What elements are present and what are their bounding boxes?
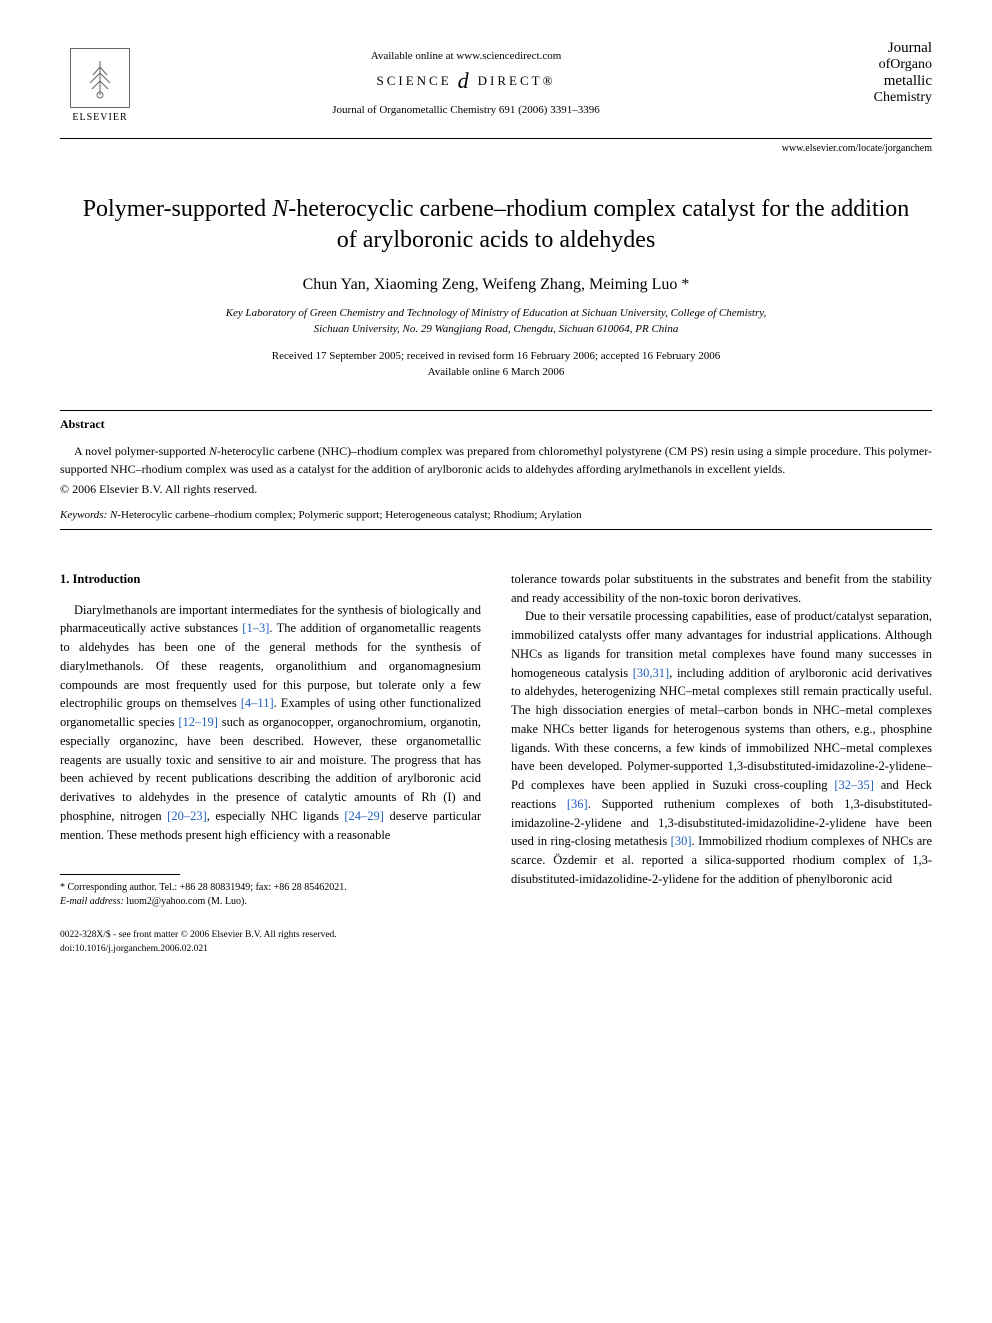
sd-right: DIRECT® (478, 73, 556, 89)
col2-para2: Due to their versatile processing capabi… (511, 607, 932, 888)
corresponding-author: * Corresponding author. Tel.: +86 28 808… (60, 881, 481, 895)
publisher-name: ELSEVIER (72, 112, 127, 123)
journal-reference: Journal of Organometallic Chemistry 691 … (140, 104, 792, 116)
abstract-part1: A novel polymer-supported (74, 444, 209, 458)
affiliation: Key Laboratory of Green Chemistry and Te… (60, 306, 932, 337)
header-divider (60, 138, 932, 139)
intro-heading: 1. Introduction (60, 570, 481, 589)
copyright: © 2006 Elsevier B.V. All rights reserved… (60, 482, 932, 497)
article-title: Polymer-supported N-heterocyclic carbene… (60, 194, 932, 256)
authors: Chun Yan, Xiaoming Zeng, Weifeng Zhang, … (60, 276, 932, 294)
ref-1-3[interactable]: [1–3] (242, 621, 269, 635)
keywords-label: Keywords: (60, 509, 110, 521)
column-right: tolerance towards polar substituents in … (511, 570, 932, 956)
abstract-top-divider (60, 410, 932, 411)
journal-logo-line1: Journal (792, 40, 932, 57)
journal-logo-line2: ofOrgano (792, 57, 932, 73)
affiliation-line1: Key Laboratory of Green Chemistry and Te… (60, 306, 932, 321)
ref-24-29[interactable]: [24–29] (344, 809, 384, 823)
dates-line1: Received 17 September 2005; received in … (60, 349, 932, 364)
journal-url: www.elsevier.com/locate/jorganchem (60, 143, 932, 154)
p1-part4: such as organocopper, organochromium, or… (60, 715, 481, 823)
column-left: 1. Introduction Diarylmethanols are impo… (60, 570, 481, 956)
keywords-text: -Heterocylic carbene–rhodium complex; Po… (117, 509, 581, 521)
available-online-text: Available online at www.sciencedirect.co… (140, 50, 792, 62)
footer-line1: 0022-328X/$ - see front matter © 2006 El… (60, 929, 481, 942)
footnote-divider (60, 874, 180, 875)
header-center: Available online at www.sciencedirect.co… (140, 40, 792, 116)
ref-20-23[interactable]: [20–23] (167, 809, 207, 823)
email-label: E-mail address: (60, 896, 124, 907)
ref-12-19[interactable]: [12–19] (178, 715, 218, 729)
footnote: * Corresponding author. Tel.: +86 28 808… (60, 881, 481, 909)
footer-info: 0022-328X/$ - see front matter © 2006 El… (60, 929, 481, 956)
ref-32-35[interactable]: [32–35] (834, 778, 874, 792)
dates: Received 17 September 2005; received in … (60, 349, 932, 380)
journal-logo: Journal ofOrgano metallic Chemistry (792, 40, 932, 106)
body-columns: 1. Introduction Diarylmethanols are impo… (60, 570, 932, 956)
abstract-bottom-divider (60, 529, 932, 530)
keywords: Keywords: N-Heterocylic carbene–rhodium … (60, 509, 932, 521)
email-address: luom2@yahoo.com (M. Luo). (124, 896, 247, 907)
abstract-italic-n: N (209, 444, 217, 458)
ref-30[interactable]: [30] (671, 834, 692, 848)
title-italic-n: N (272, 196, 288, 222)
p1-part5: , especially NHC ligands (207, 809, 345, 823)
email-line: E-mail address: luom2@yahoo.com (M. Luo)… (60, 895, 481, 909)
title-part2: -heterocyclic carbene–rhodium complex ca… (288, 196, 909, 253)
elsevier-logo: ELSEVIER (60, 40, 140, 130)
intro-para1: Diarylmethanols are important intermedia… (60, 601, 481, 845)
abstract-heading: Abstract (60, 417, 932, 432)
dates-line2: Available online 6 March 2006 (60, 365, 932, 380)
affiliation-line2: Sichuan University, No. 29 Wangjiang Roa… (60, 322, 932, 337)
title-part1: Polymer-supported (83, 196, 273, 222)
footer-doi: doi:10.1016/j.jorganchem.2006.02.021 (60, 943, 481, 956)
ref-4-11[interactable]: [4–11] (241, 696, 274, 710)
p2-part2: , including addition of arylboronic acid… (511, 666, 932, 793)
ref-30-31[interactable]: [30,31] (633, 666, 669, 680)
elsevier-tree-icon (70, 48, 130, 108)
science-direct-logo: SCIENCE d DIRECT® (140, 68, 792, 94)
header-top: ELSEVIER Available online at www.science… (60, 40, 932, 130)
ref-36[interactable]: [36] (567, 797, 588, 811)
journal-logo-line3: metallic (792, 73, 932, 90)
sd-left: SCIENCE (377, 73, 452, 89)
col2-para1: tolerance towards polar substituents in … (511, 570, 932, 608)
abstract-text: A novel polymer-supported N-heterocylic … (60, 442, 932, 478)
journal-logo-line4: Chemistry (792, 90, 932, 106)
sd-at-icon: d (458, 68, 472, 94)
